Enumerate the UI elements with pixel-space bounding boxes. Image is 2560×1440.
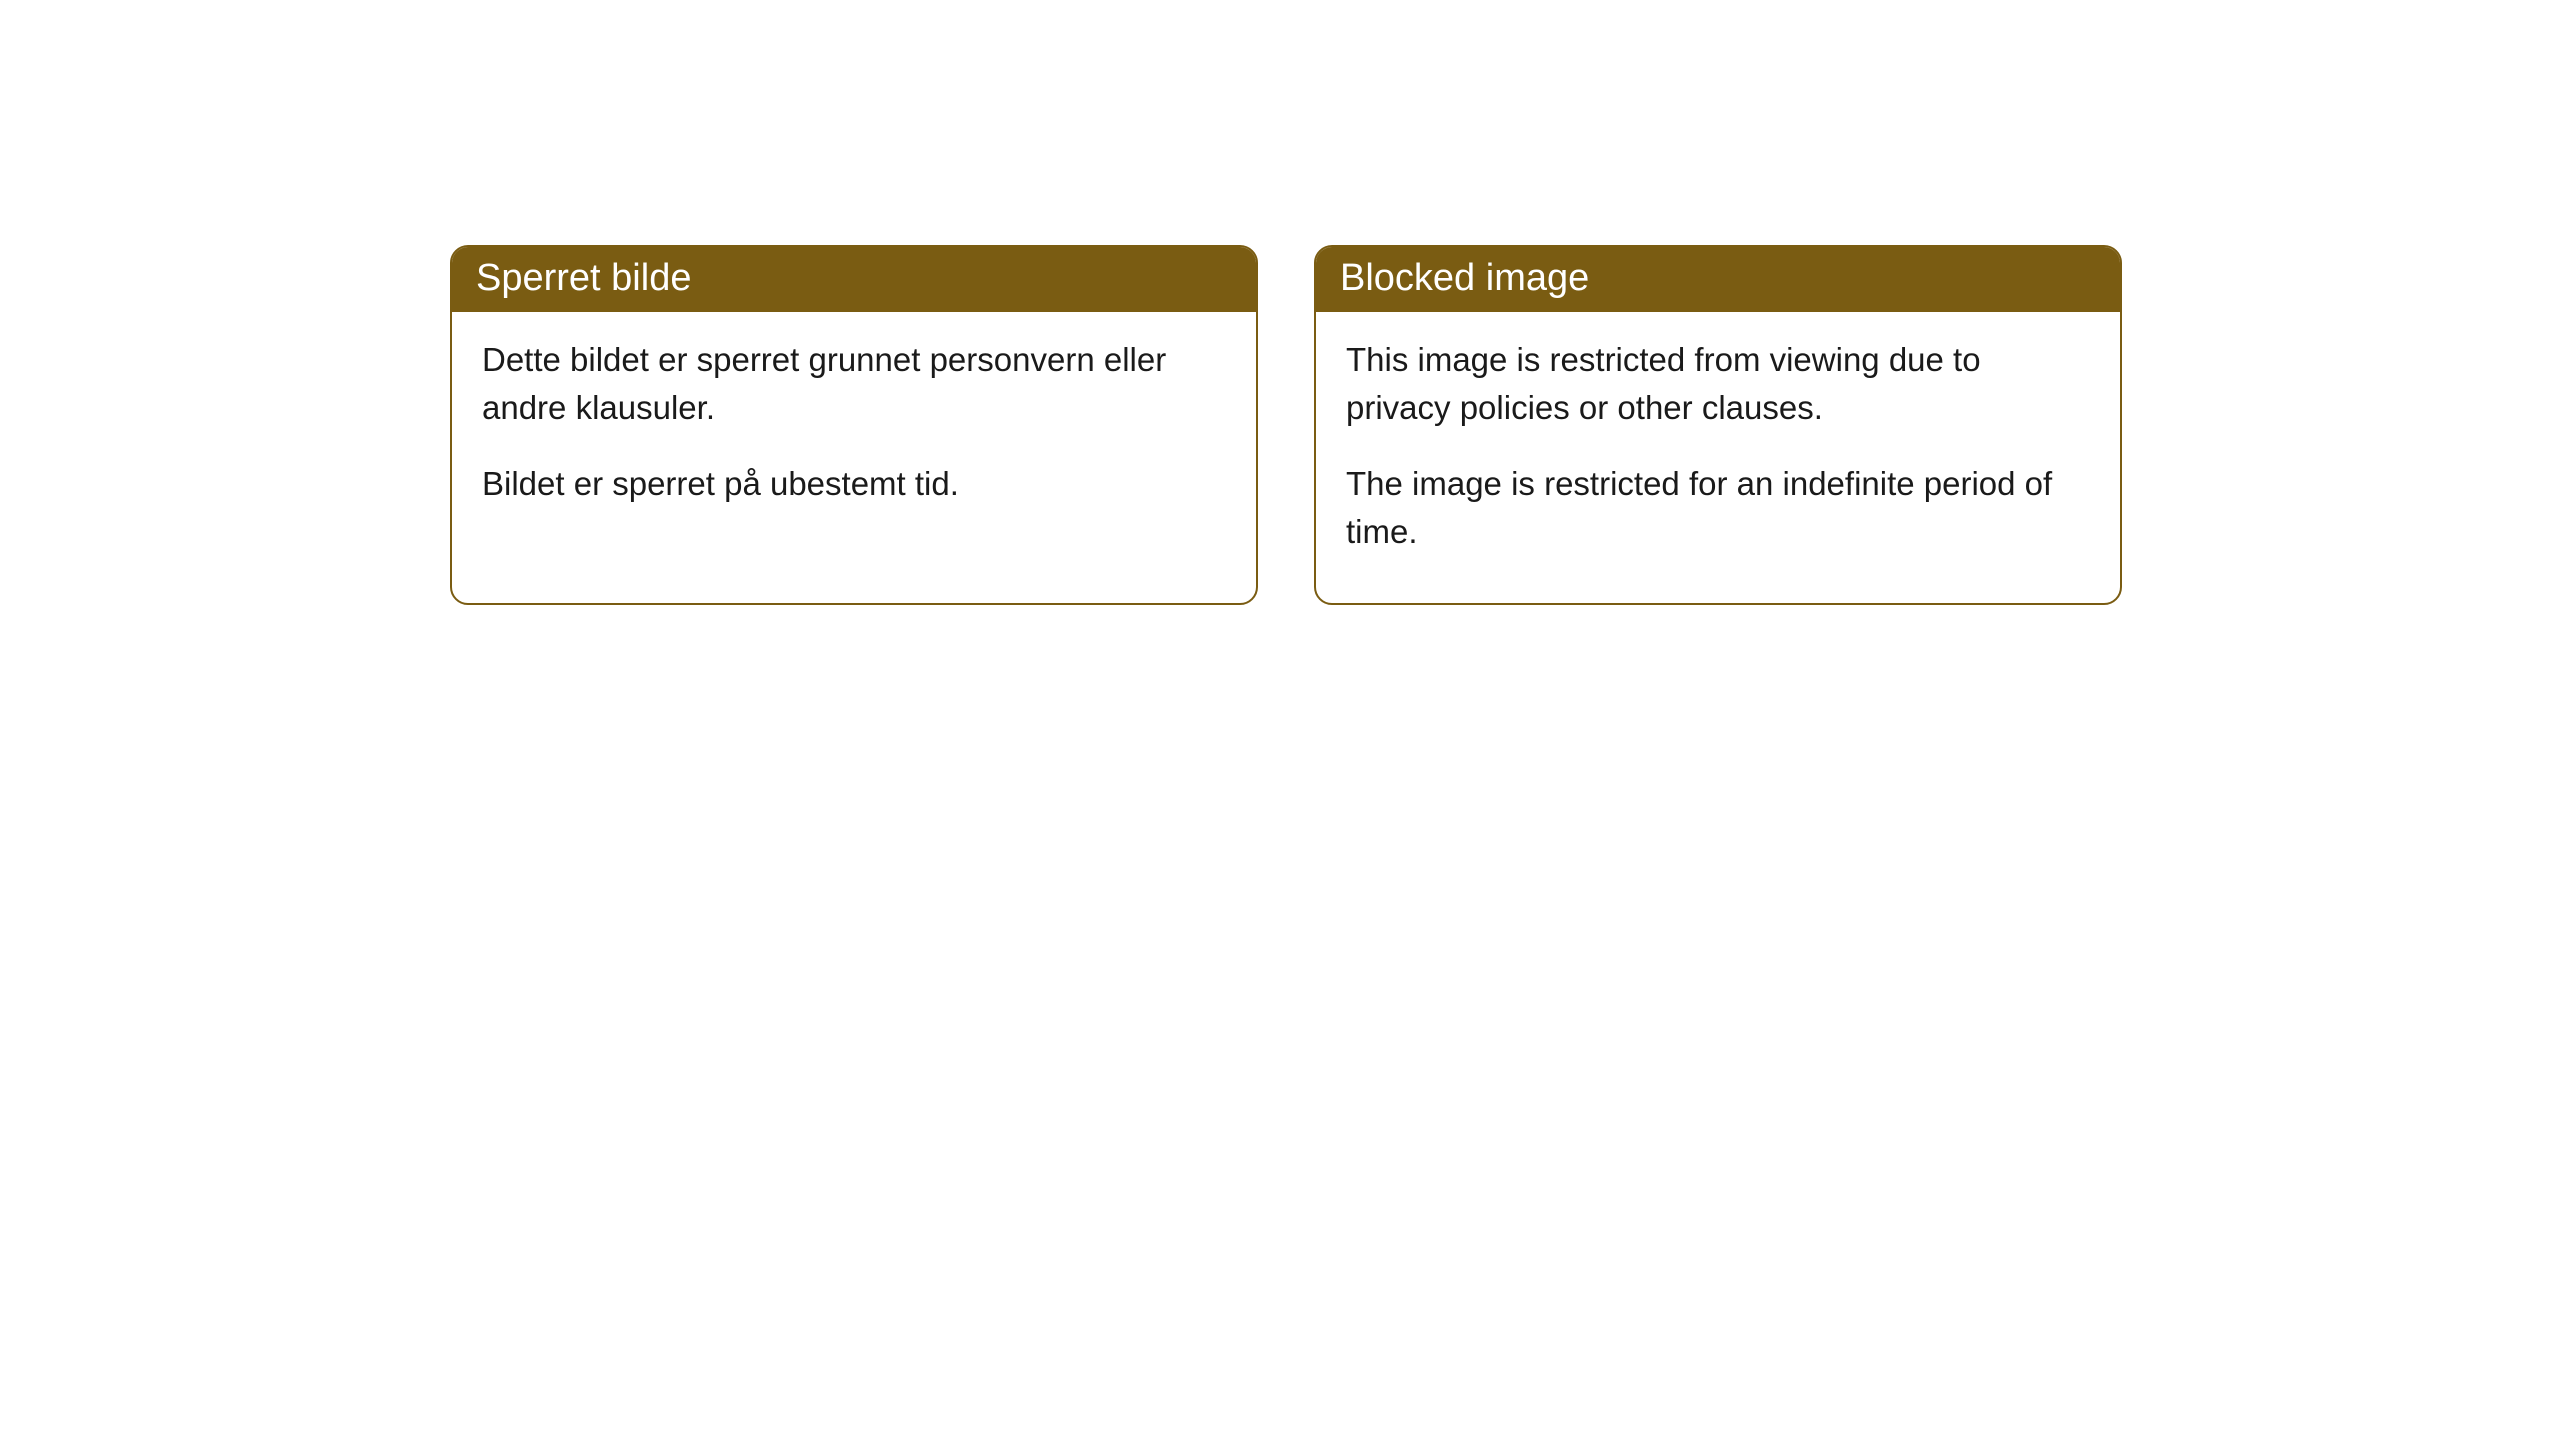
card-paragraph-2-english: The image is restricted for an indefinit… [1346,460,2090,556]
card-paragraph-2-norwegian: Bildet er sperret på ubestemt tid. [482,460,1226,508]
card-body-english: This image is restricted from viewing du… [1316,312,2120,603]
card-body-norwegian: Dette bildet er sperret grunnet personve… [452,312,1256,556]
card-paragraph-1-english: This image is restricted from viewing du… [1346,336,2090,432]
card-norwegian: Sperret bilde Dette bildet er sperret gr… [450,245,1258,605]
cards-container: Sperret bilde Dette bildet er sperret gr… [0,0,2560,605]
card-paragraph-1-norwegian: Dette bildet er sperret grunnet personve… [482,336,1226,432]
card-header-english: Blocked image [1316,247,2120,312]
card-english: Blocked image This image is restricted f… [1314,245,2122,605]
card-title-norwegian: Sperret bilde [476,257,691,299]
card-header-norwegian: Sperret bilde [452,247,1256,312]
card-title-english: Blocked image [1340,257,1589,299]
